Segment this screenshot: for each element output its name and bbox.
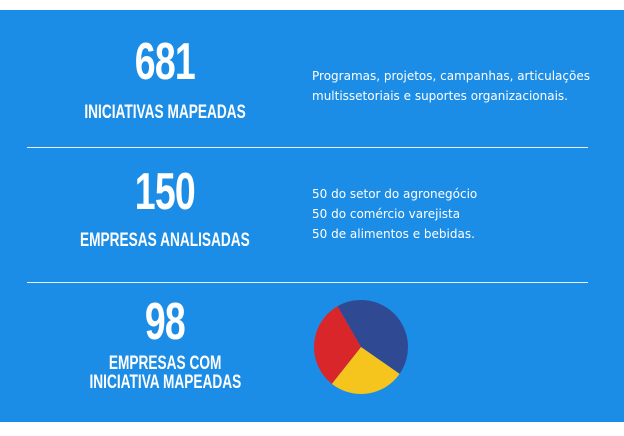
text-line: 50 de alimentos e bebidas. <box>312 227 475 241</box>
pie-slice <box>331 347 400 394</box>
stat-number: 681 <box>134 33 196 91</box>
stat-label: INICIATIVAS MAPEADAS <box>84 102 246 123</box>
divider <box>27 282 588 283</box>
text-line: multissetoriais e suportes organizaciona… <box>312 89 568 103</box>
pie-chart <box>314 300 408 394</box>
stat-description: Programas, projetos, campanhas, articula… <box>312 66 590 106</box>
stat-label: EMPRESAS COM <box>108 353 222 374</box>
text-line: 50 do setor do agronegócio <box>312 187 478 201</box>
pie-slice <box>314 306 361 384</box>
stat-label: EMPRESAS ANALISADAS <box>80 230 250 251</box>
divider <box>27 147 588 148</box>
text-line: 50 do comércio varejista <box>312 207 461 221</box>
stat-label: INICIATIVA MAPEADAS <box>89 372 241 393</box>
stat-number: 98 <box>144 293 186 351</box>
stat-number: 150 <box>134 163 196 221</box>
panel: 681 INICIATIVAS MAPEADAS Programas, proj… <box>0 10 624 422</box>
text-line: Programas, projetos, campanhas, articula… <box>312 69 590 83</box>
stat-description: 50 do setor do agronegócio 50 do comérci… <box>312 184 477 244</box>
pie-slice <box>337 300 408 374</box>
